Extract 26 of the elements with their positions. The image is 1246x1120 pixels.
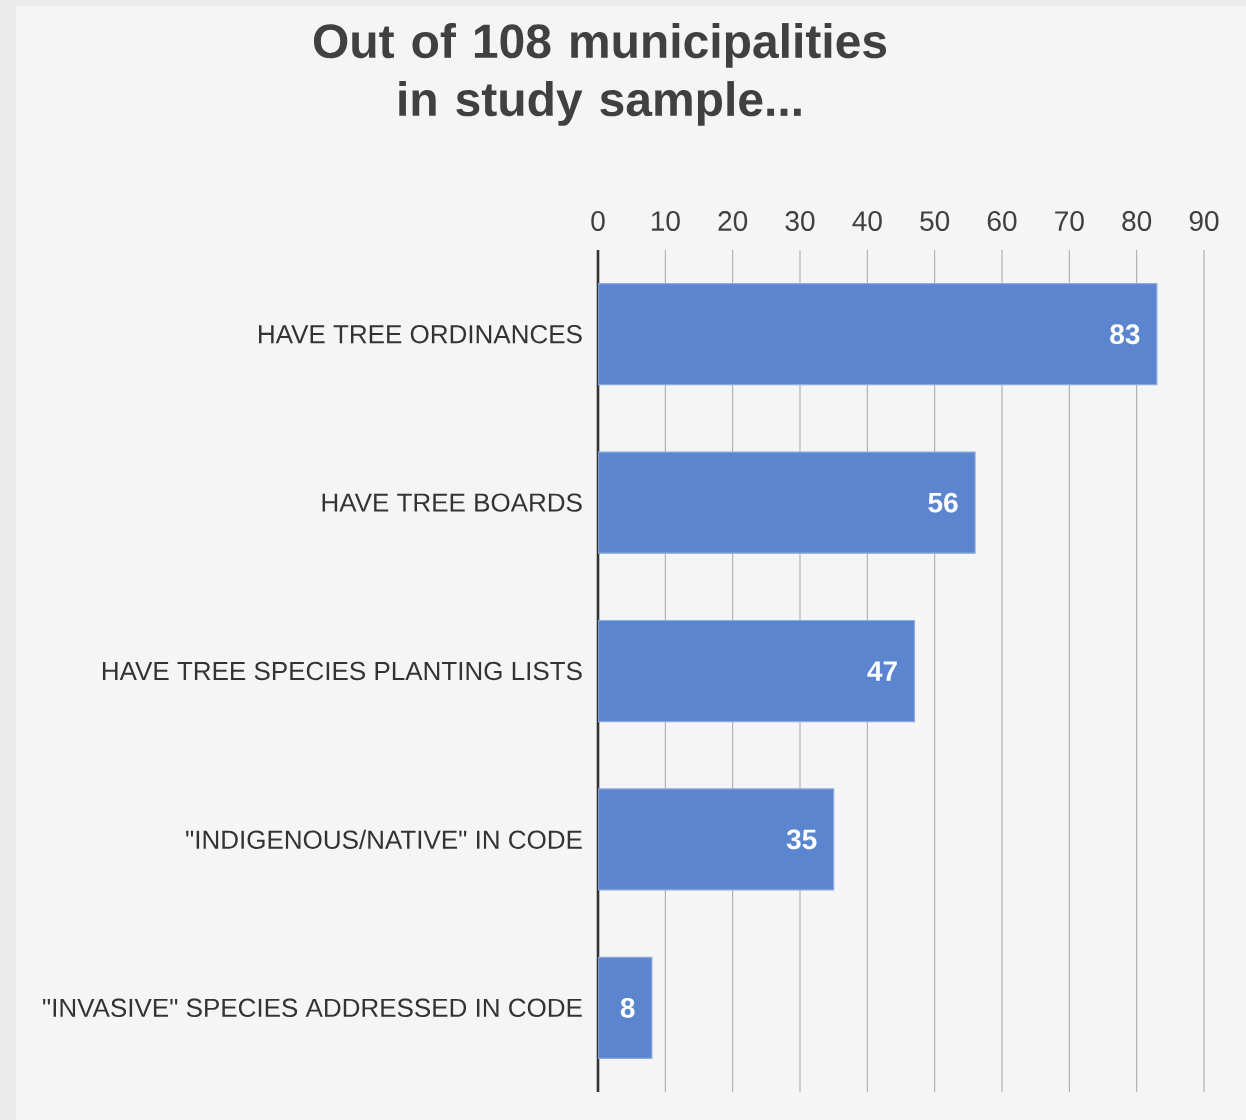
x-tick-label: 50 — [920, 211, 950, 231]
y-tick-label: "INDIGENOUS/NATIVE" IN CODE — [186, 829, 582, 849]
x-tick-label: 10 — [651, 211, 680, 231]
data-label: 47 — [867, 661, 897, 681]
bar — [598, 283, 1158, 386]
data-label: 83 — [1110, 324, 1140, 345]
data-label: 35 — [786, 829, 817, 850]
data-label: 8 — [620, 997, 635, 1018]
x-tick-label: 40 — [852, 211, 882, 231]
x-tick-label: 0 — [591, 211, 605, 231]
x-tick-label: 70 — [1055, 211, 1084, 231]
bar — [598, 956, 653, 1059]
bar — [598, 619, 916, 723]
x-tick-label: 80 — [1122, 211, 1152, 231]
chart-title: Out of 108 municipalities in study sample... — [313, 23, 887, 126]
y-tick-label: HAVE TREE SPECIES PLANTING LISTS — [102, 661, 582, 681]
data-label: 56 — [928, 492, 958, 513]
x-tick-label: 90 — [1189, 211, 1219, 231]
x-tick-label: 30 — [785, 211, 815, 231]
x-tick-label: 60 — [987, 211, 1017, 231]
y-tick-label: "INVASIVE" SPECIES ADDRESSED IN CODE — [43, 998, 582, 1018]
y-tick-label: HAVE TREE BOARDS — [322, 493, 582, 512]
bar — [598, 451, 976, 554]
y-tick-label: HAVE TREE ORDINANCES — [259, 325, 582, 344]
x-tick-label: 20 — [718, 211, 748, 231]
bar — [598, 788, 835, 891]
